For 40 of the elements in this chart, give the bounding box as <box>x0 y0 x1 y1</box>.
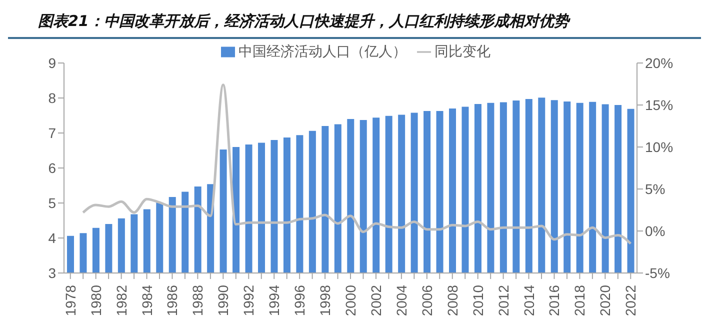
y2-tick-label: 10% <box>645 138 674 155</box>
x-tick-label: 1996 <box>292 284 308 316</box>
x-tick-label: 1998 <box>317 284 334 316</box>
x-tick-label: 1986 <box>164 284 180 316</box>
x-tick-label: 1984 <box>138 284 155 316</box>
x-tick-label: 2012 <box>495 284 512 316</box>
y2-tick-label: 15% <box>645 96 674 113</box>
x-tick-label: 2006 <box>418 284 435 316</box>
y-tick-label: 7 <box>48 124 56 141</box>
y2-tick-label: -5% <box>645 264 670 281</box>
y-tick-label: 3 <box>48 264 56 281</box>
x-tick-label: 1992 <box>240 284 257 316</box>
x-tick-label: 2008 <box>444 284 460 316</box>
y-tick-label: 6 <box>48 160 56 176</box>
x-tick-label: 2016 <box>546 284 562 316</box>
chart-title: 图表21：中国改革开放后，经济活动人口快速提升，人口红利持续形成相对优势 <box>8 8 701 39</box>
x-tick-label: 2020 <box>597 284 614 316</box>
y2-tick-label: 5% <box>645 180 666 197</box>
y2-tick-label: 20% <box>645 54 674 71</box>
x-tick-label: 2018 <box>572 284 588 316</box>
y-tick-label: 9 <box>48 54 56 71</box>
y2-tick-label: 0% <box>645 222 666 239</box>
x-tick-label: 1982 <box>113 284 130 316</box>
x-tick-label: 1988 <box>190 284 206 316</box>
x-tick-label: 2002 <box>368 284 384 316</box>
y-tick-label: 8 <box>48 90 56 106</box>
x-tick-label: 2004 <box>393 284 410 316</box>
x-tick-label: 1980 <box>88 284 104 316</box>
x-tick-label: 2010 <box>470 284 486 316</box>
x-tick-label: 2022 <box>622 284 639 316</box>
line-series <box>82 84 632 245</box>
legend-label: 同比变化 <box>434 43 490 59</box>
x-tick-label: 1978 <box>62 284 78 316</box>
legend-label: 中国经济活动人口（亿人） <box>238 43 406 59</box>
y-tick-label: 4 <box>48 230 56 246</box>
x-tick-label: 2000 <box>342 284 358 316</box>
x-tick-label: 2014 <box>520 284 537 316</box>
x-tick-label: 1990 <box>215 284 232 316</box>
x-tick-label: 1994 <box>266 284 282 316</box>
y-tick-label: 5 <box>48 194 56 211</box>
